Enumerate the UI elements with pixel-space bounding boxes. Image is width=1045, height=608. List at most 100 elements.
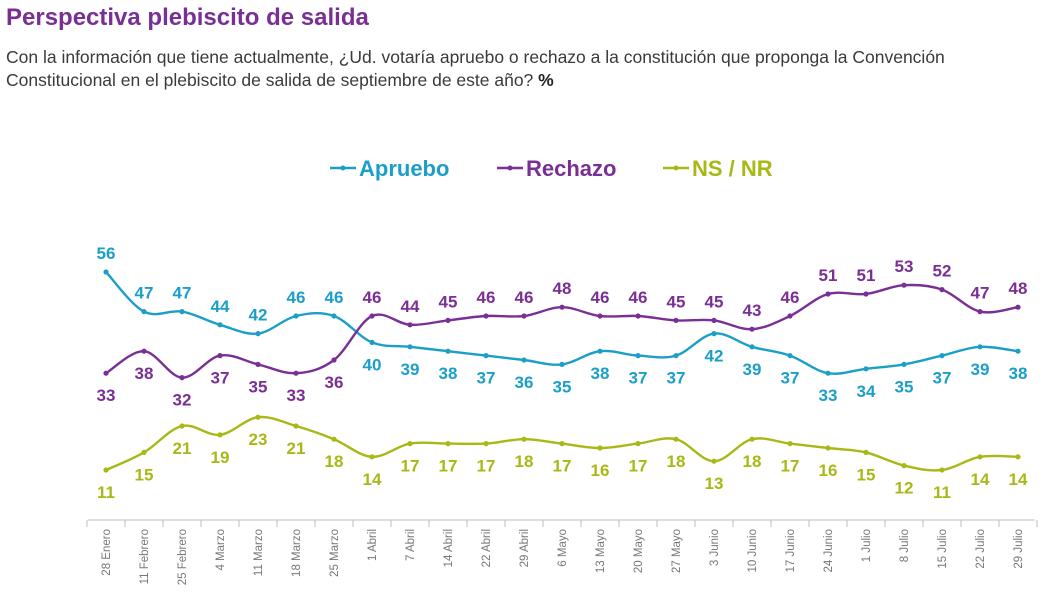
data-label: 17 — [477, 457, 496, 476]
data-point — [179, 423, 185, 429]
data-label: 46 — [591, 288, 610, 307]
data-label: 11 — [97, 483, 115, 502]
x-tick-label: 28 Enero — [101, 529, 113, 576]
data-point — [141, 348, 147, 354]
data-label: 37 — [477, 369, 496, 388]
data-label: 23 — [249, 430, 268, 449]
data-label: 17 — [439, 457, 458, 476]
legend-label-2: NS / NR — [692, 156, 773, 181]
data-point — [445, 348, 451, 354]
data-point — [331, 436, 337, 442]
data-point — [217, 432, 223, 438]
data-label: 33 — [97, 386, 116, 405]
data-point — [825, 445, 831, 451]
data-point — [863, 291, 869, 297]
data-point — [255, 331, 261, 337]
data-point — [1015, 348, 1021, 354]
data-label: 38 — [1009, 364, 1028, 383]
data-point — [787, 313, 793, 319]
x-tick-label: 3 Junio — [709, 529, 721, 566]
data-label: 44 — [401, 297, 420, 316]
legend-marker-1 — [507, 165, 513, 171]
data-label: 42 — [249, 306, 268, 325]
data-point — [749, 326, 755, 332]
data-point — [331, 357, 337, 363]
data-label: 38 — [135, 364, 154, 383]
data-label: 32 — [173, 391, 192, 410]
data-point — [711, 458, 717, 464]
data-point — [103, 269, 109, 275]
data-point — [217, 353, 223, 359]
data-point — [597, 313, 603, 319]
data-point — [179, 309, 185, 315]
data-label: 15 — [135, 465, 154, 484]
data-point — [141, 309, 147, 315]
x-tick-label: 4 Marzo — [215, 529, 227, 571]
data-point — [825, 370, 831, 376]
x-tick-label: 14 Abril — [443, 529, 455, 567]
data-point — [901, 463, 907, 469]
data-label: 46 — [325, 288, 344, 307]
data-point — [749, 436, 755, 442]
data-point — [1015, 454, 1021, 460]
data-point — [255, 361, 261, 367]
data-label: 39 — [971, 360, 990, 379]
data-point — [863, 449, 869, 455]
data-label: 45 — [667, 292, 686, 311]
data-label: 21 — [173, 439, 192, 458]
data-label: 46 — [515, 288, 534, 307]
data-point — [1015, 304, 1021, 310]
data-point — [559, 441, 565, 447]
legend-marker-0 — [340, 165, 346, 171]
x-tick-label: 1 Abril — [367, 529, 379, 561]
data-point — [977, 309, 983, 315]
data-point — [939, 467, 945, 473]
data-label: 17 — [401, 457, 420, 476]
x-tick-label: 17 Junio — [785, 529, 797, 572]
data-label: 36 — [515, 373, 534, 392]
data-label: 21 — [287, 439, 306, 458]
data-point — [483, 353, 489, 359]
data-label: 12 — [895, 479, 914, 498]
data-point — [103, 467, 109, 473]
x-tick-label: 11 Marzo — [253, 529, 265, 576]
data-label: 42 — [705, 347, 724, 366]
legend-marker-2 — [673, 165, 679, 171]
data-point — [103, 370, 109, 376]
data-point — [559, 361, 565, 367]
x-tick-label: 25 Febrero — [177, 529, 189, 585]
data-label: 14 — [363, 470, 382, 489]
data-point — [901, 361, 907, 367]
data-label: 51 — [857, 266, 876, 285]
data-point — [863, 366, 869, 372]
data-point — [977, 344, 983, 350]
data-point — [217, 322, 223, 328]
data-label: 14 — [1009, 470, 1028, 489]
data-point — [445, 441, 451, 447]
data-label: 39 — [401, 360, 420, 379]
chart-subtitle: Con la información que tiene actualmente… — [6, 46, 1036, 92]
data-point — [787, 441, 793, 447]
data-point — [369, 454, 375, 460]
data-point — [293, 313, 299, 319]
x-tick-label: 11 Febrero — [139, 529, 151, 584]
data-label: 47 — [135, 284, 154, 303]
data-label: 37 — [211, 369, 230, 388]
data-label: 18 — [667, 452, 686, 471]
data-label: 18 — [743, 452, 762, 471]
x-tick-label: 20 Mayo — [633, 529, 645, 573]
data-label: 39 — [743, 360, 762, 379]
data-point — [635, 313, 641, 319]
data-label: 18 — [515, 452, 534, 471]
data-point — [597, 348, 603, 354]
legend-label-0: Apruebo — [359, 156, 449, 181]
data-point — [369, 313, 375, 319]
data-label: 52 — [933, 262, 952, 281]
x-tick-label: 13 Mayo — [595, 529, 607, 573]
x-tick-label: 27 Mayo — [671, 529, 683, 573]
data-label: 34 — [857, 382, 876, 401]
data-point — [673, 353, 679, 359]
data-point — [673, 317, 679, 323]
data-label: 44 — [211, 297, 230, 316]
